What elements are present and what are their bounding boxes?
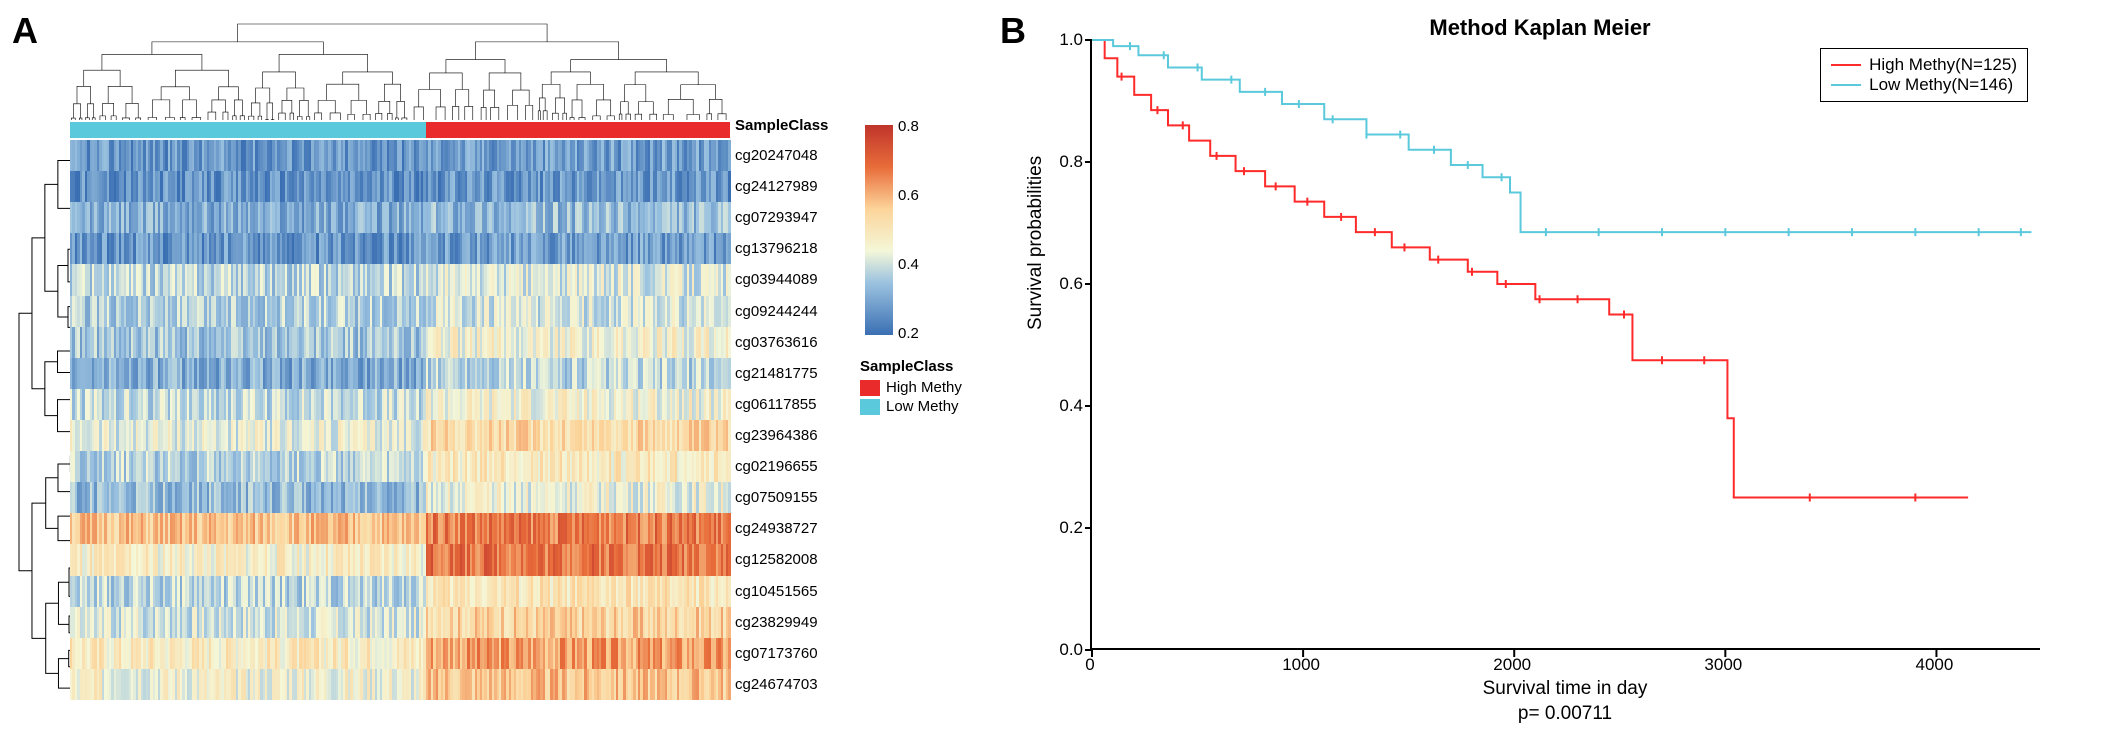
sample-class-bar: [70, 122, 730, 138]
legend-item: High Methy: [860, 379, 962, 396]
row-label: cg13796218: [735, 240, 850, 257]
heatmap-row: [70, 451, 730, 482]
km-plot-area: High Methy(N=125)Low Methy(N=146): [1090, 40, 2040, 650]
heatmap-row: [70, 327, 730, 358]
row-label: cg07173760: [735, 645, 850, 662]
row-label: cg23964386: [735, 427, 850, 444]
km-pvalue: p= 0.00711: [1090, 703, 2040, 725]
km-legend-item: High Methy(N=125): [1831, 55, 2017, 75]
km-xlabel: Survival time in day: [1090, 678, 2040, 700]
heatmap-row: [70, 358, 730, 389]
panel-a: A SampleClass cg20247048 cg24127989 cg0729…: [10, 10, 990, 728]
legend-items: High Methy Low Methy: [860, 379, 962, 415]
heatmap-row: [70, 171, 730, 202]
heatmap-row: [70, 264, 730, 295]
heatmap-row: [70, 482, 730, 513]
heatmap-row-labels: cg20247048 cg24127989 cg07293947 cg13796218…: [735, 140, 850, 700]
colorbar-ticks: 0.80.60.40.2: [898, 118, 938, 342]
sample-class-label: SampleClass: [735, 117, 828, 134]
legend-item: Low Methy: [860, 398, 962, 415]
heatmap-row: [70, 420, 730, 451]
heatmap-row: [70, 576, 730, 607]
heatmap-row: [70, 389, 730, 420]
heatmap-row: [70, 140, 730, 171]
km-title: Method Kaplan Meier: [990, 15, 2090, 41]
heatmap-row: [70, 513, 730, 544]
legend-title: SampleClass: [860, 358, 962, 375]
row-label: cg23829949: [735, 614, 850, 631]
heatmap-row: [70, 544, 730, 575]
row-dendrogram: [15, 140, 70, 700]
row-label: cg24127989: [735, 178, 850, 195]
row-label: cg07293947: [735, 209, 850, 226]
colorbar: [865, 125, 893, 335]
heatmap-row: [70, 638, 730, 669]
row-label: cg03763616: [735, 334, 850, 351]
km-yticks: 0.00.20.40.60.81.0: [1045, 40, 1083, 650]
row-label: cg06117855: [735, 396, 850, 413]
row-label: cg21481775: [735, 365, 850, 382]
heatmap-row: [70, 607, 730, 638]
row-label: cg20247048: [735, 147, 850, 164]
row-label: cg24674703: [735, 676, 850, 693]
row-label: cg10451565: [735, 583, 850, 600]
row-label: cg07509155: [735, 489, 850, 506]
heatmap-row: [70, 296, 730, 327]
sample-class-legend: SampleClass High Methy Low Methy: [860, 358, 962, 417]
row-label: cg02196655: [735, 458, 850, 475]
panel-b: B Method Kaplan Meier Survival probabili…: [990, 10, 2090, 728]
row-label: cg12582008: [735, 551, 850, 568]
km-legend-item: Low Methy(N=146): [1831, 75, 2017, 95]
heatmap-row: [70, 202, 730, 233]
row-label: cg03944089: [735, 271, 850, 288]
heatmap-row: [70, 669, 730, 700]
heatmap-row: [70, 233, 730, 264]
panel-a-label: A: [12, 10, 38, 52]
column-dendrogram: [70, 20, 730, 120]
heatmap: [70, 140, 730, 700]
km-legend: High Methy(N=125)Low Methy(N=146): [1820, 48, 2028, 102]
row-label: cg24938727: [735, 520, 850, 537]
km-ylabel: Survival probabilities: [1025, 156, 1047, 330]
km-svg: [1092, 40, 2042, 650]
row-label: cg09244244: [735, 303, 850, 320]
